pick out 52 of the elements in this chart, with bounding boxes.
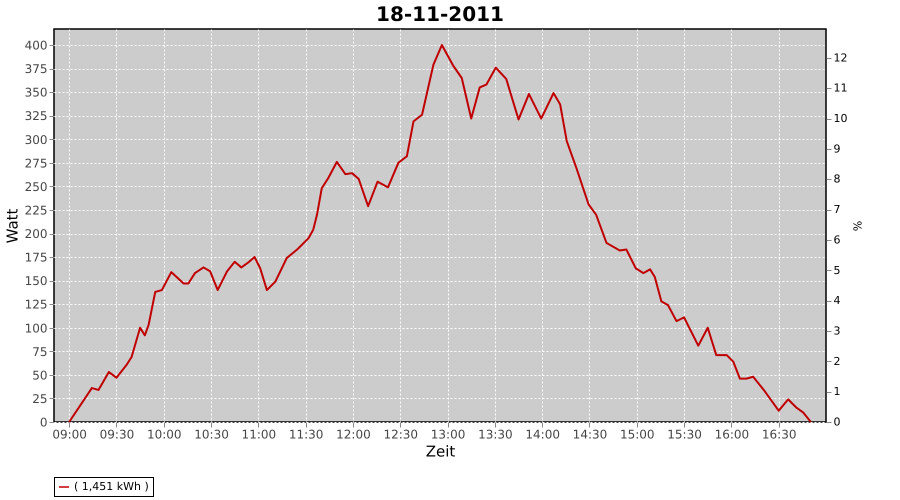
x-tick-label: 13:00 xyxy=(430,428,466,442)
x-tick-label: 16:30 xyxy=(762,428,796,442)
x-tick-label: 12:30 xyxy=(383,428,418,442)
y-tick-label: 325 xyxy=(24,109,48,124)
y2-tick-label: 2 xyxy=(834,354,840,368)
x-tick-label: 13:30 xyxy=(478,428,513,442)
y-tick-label: 150 xyxy=(24,274,48,288)
x-tick-label: 09:00 xyxy=(52,428,87,442)
y-tick-label: 175 xyxy=(24,250,48,265)
y-tick-label: 225 xyxy=(24,203,48,218)
y2-tick-label: 9 xyxy=(834,142,840,156)
y2-tick-label: 5 xyxy=(834,264,840,277)
y-tick-label: 125 xyxy=(24,298,48,312)
y-tick-label: 50 xyxy=(32,368,48,382)
x-tick-label: 16:00 xyxy=(714,428,750,442)
y-tick-label: 350 xyxy=(24,86,48,100)
y2-tick-label: 1 xyxy=(834,385,840,398)
y-tick-label: 300 xyxy=(24,132,48,147)
y2-tick-label: 12 xyxy=(834,51,848,64)
y2-tick-label: 11 xyxy=(834,82,848,95)
x-tick-label: 15:30 xyxy=(667,428,702,442)
x-axis-title: Zeit xyxy=(426,442,456,460)
y2-tick-label: 0 xyxy=(834,416,840,428)
chart-title: 18-11-2011 xyxy=(376,2,504,26)
line-series xyxy=(68,44,812,423)
y2-tick-label: 3 xyxy=(834,324,840,338)
y-tick-label: 0 xyxy=(40,416,48,430)
y2-tick-label: 8 xyxy=(834,172,840,186)
y2-tick-label: 4 xyxy=(834,294,840,308)
x-tick-label: 14:00 xyxy=(525,428,560,442)
y-tick-label: 100 xyxy=(24,321,48,336)
y-tick-label: 275 xyxy=(24,156,48,170)
y-tick-label: 400 xyxy=(24,38,48,53)
y-tick-label: 200 xyxy=(24,227,48,242)
y2-tick-label: 6 xyxy=(834,233,840,246)
y2-tick-label: 7 xyxy=(834,203,840,216)
x-tick-label: 10:30 xyxy=(194,428,229,442)
y-tick-label: 75 xyxy=(32,344,48,359)
y-tick-label: 25 xyxy=(32,392,48,406)
y2-tick-label: 10 xyxy=(834,112,848,126)
x-tick-label: 12:00 xyxy=(336,428,371,442)
legend-label: ( 1,451 kWh ) xyxy=(74,480,149,493)
x-tick-label: 14:30 xyxy=(572,428,608,442)
x-tick-label: 15:00 xyxy=(620,428,655,442)
x-tick-label: 10:00 xyxy=(146,428,182,442)
x-tick-label: 09:30 xyxy=(100,428,134,442)
y-axis-title: Watt xyxy=(4,208,22,244)
y2-axis-title: % xyxy=(850,220,864,232)
y-tick-label: 375 xyxy=(24,62,48,76)
y-tick-label: 250 xyxy=(24,180,48,194)
x-tick-label: 11:30 xyxy=(288,428,324,442)
x-tick-label: 11:00 xyxy=(242,428,276,442)
